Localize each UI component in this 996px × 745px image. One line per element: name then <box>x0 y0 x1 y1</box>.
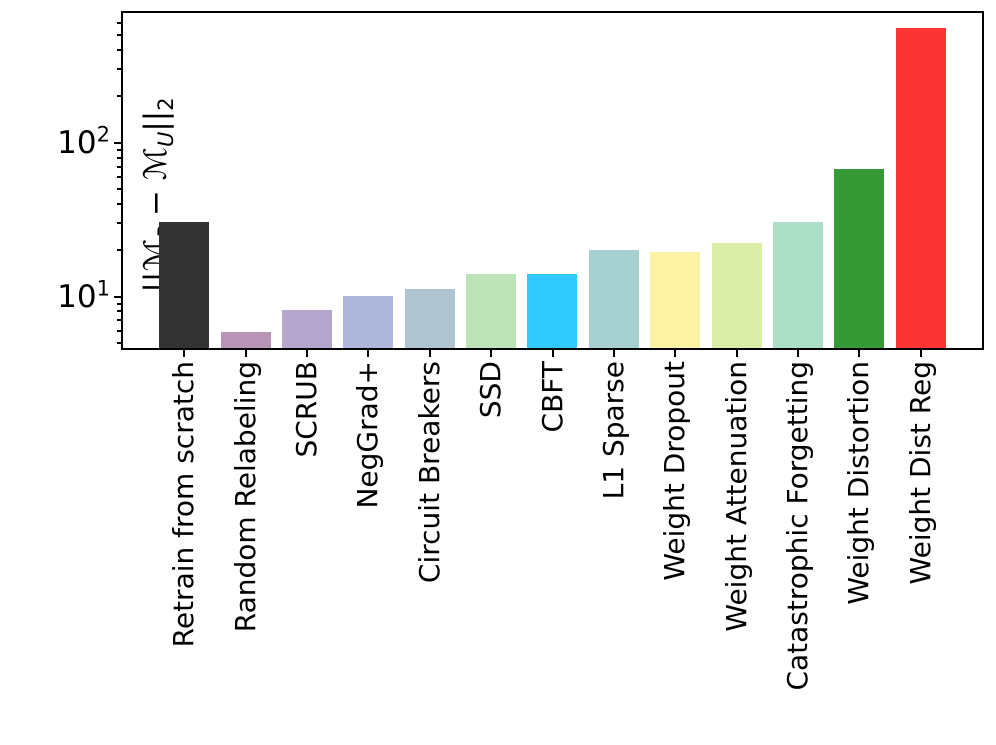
bar-weight-attenuation <box>711 242 762 348</box>
y-minor-tick-500 <box>117 34 121 37</box>
y-minor-tick-20 <box>117 249 121 252</box>
bar-scrub <box>282 309 333 348</box>
x-tick-neggrad <box>367 350 370 357</box>
y-minor-tick-400 <box>117 49 121 52</box>
y-minor-tick-600 <box>117 22 121 24</box>
x-tick-catastrophic-forgetting <box>796 350 799 357</box>
x-tick-label-weight-dist-reg: Weight Dist Reg <box>903 361 937 585</box>
x-tick-random-relabeling <box>244 350 247 357</box>
bar-weight-dropout <box>650 251 701 348</box>
y-minor-tick-60 <box>117 175 121 178</box>
y-minor-tick-70 <box>117 165 121 168</box>
x-tick-label-weight-attenuation: Weight Attenuation <box>719 361 753 632</box>
y-minor-tick-30 <box>117 222 121 225</box>
x-tick-label-catastrophic-forgetting: Catastrophic Forgetting <box>780 361 814 691</box>
bar-circuit-breakers <box>404 288 455 348</box>
y-major-tick-10e2 <box>114 141 121 144</box>
y-axis-label-part: U <box>154 131 178 148</box>
y-minor-tick-7 <box>117 319 121 322</box>
x-tick-weight-dist-reg <box>919 350 922 357</box>
x-tick-label-weight-distortion: Weight Distortion <box>842 361 876 605</box>
y-minor-tick-200 <box>117 95 121 98</box>
x-tick-weight-dropout <box>674 350 677 357</box>
y-axis-label-part: 2 <box>154 97 178 111</box>
y-axis-label-part: ℳ <box>138 147 174 181</box>
x-tick-label-weight-dropout: Weight Dropout <box>658 361 692 581</box>
x-tick-label-ssd: SSD <box>474 361 508 419</box>
y-minor-tick-8 <box>117 310 121 313</box>
bar-neggrad <box>343 295 394 348</box>
y-axis-label-part: − <box>138 180 174 226</box>
y-minor-tick-9 <box>117 302 121 305</box>
x-tick-cbft <box>551 350 554 357</box>
y-tick-label-10e2: 102 <box>57 122 110 161</box>
y-major-tick-10e1 <box>114 295 121 298</box>
plot-area: ||ℳP − ℳU||2 <box>114 11 984 357</box>
bar-retrain-from-scratch <box>159 222 210 348</box>
x-tick-label-random-relabeling: Random Relabeling <box>228 361 262 633</box>
y-axis-label-part: || <box>138 110 174 132</box>
x-tick-label-circuit-breakers: Circuit Breakers <box>412 361 446 584</box>
bar-random-relabeling <box>220 331 271 348</box>
y-minor-tick-40 <box>117 202 121 205</box>
y-tick-label-10e1: 101 <box>57 276 110 315</box>
x-tick-ssd <box>490 350 493 357</box>
x-tick-retrain-from-scratch <box>183 350 186 357</box>
bar-catastrophic-forgetting <box>772 222 823 348</box>
bar-weight-distortion <box>834 168 885 348</box>
bar-cbft <box>527 274 578 348</box>
x-tick-circuit-breakers <box>428 350 431 357</box>
x-tick-label-retrain-from-scratch: Retrain from scratch <box>167 361 201 648</box>
y-minor-tick-6 <box>117 329 121 332</box>
bar-weight-dist-reg <box>895 28 946 348</box>
x-tick-weight-distortion <box>858 350 861 357</box>
x-tick-weight-attenuation <box>735 350 738 357</box>
x-tick-l1-sparse <box>612 350 615 357</box>
bar-ssd <box>466 274 517 348</box>
x-tick-label-l1-sparse: L1 Sparse <box>596 361 630 500</box>
x-tick-scrub <box>306 350 309 357</box>
x-tick-label-cbft: CBFT <box>535 361 569 433</box>
y-minor-tick-300 <box>117 68 121 71</box>
x-tick-label-neggrad: NegGrad+ <box>351 361 385 509</box>
y-minor-tick-5 <box>117 341 121 344</box>
x-tick-label-scrub: SCRUB <box>290 361 324 458</box>
y-minor-tick-80 <box>117 156 121 159</box>
bar-l1-sparse <box>588 250 639 348</box>
y-minor-tick-90 <box>117 148 121 151</box>
y-minor-tick-50 <box>117 188 121 191</box>
